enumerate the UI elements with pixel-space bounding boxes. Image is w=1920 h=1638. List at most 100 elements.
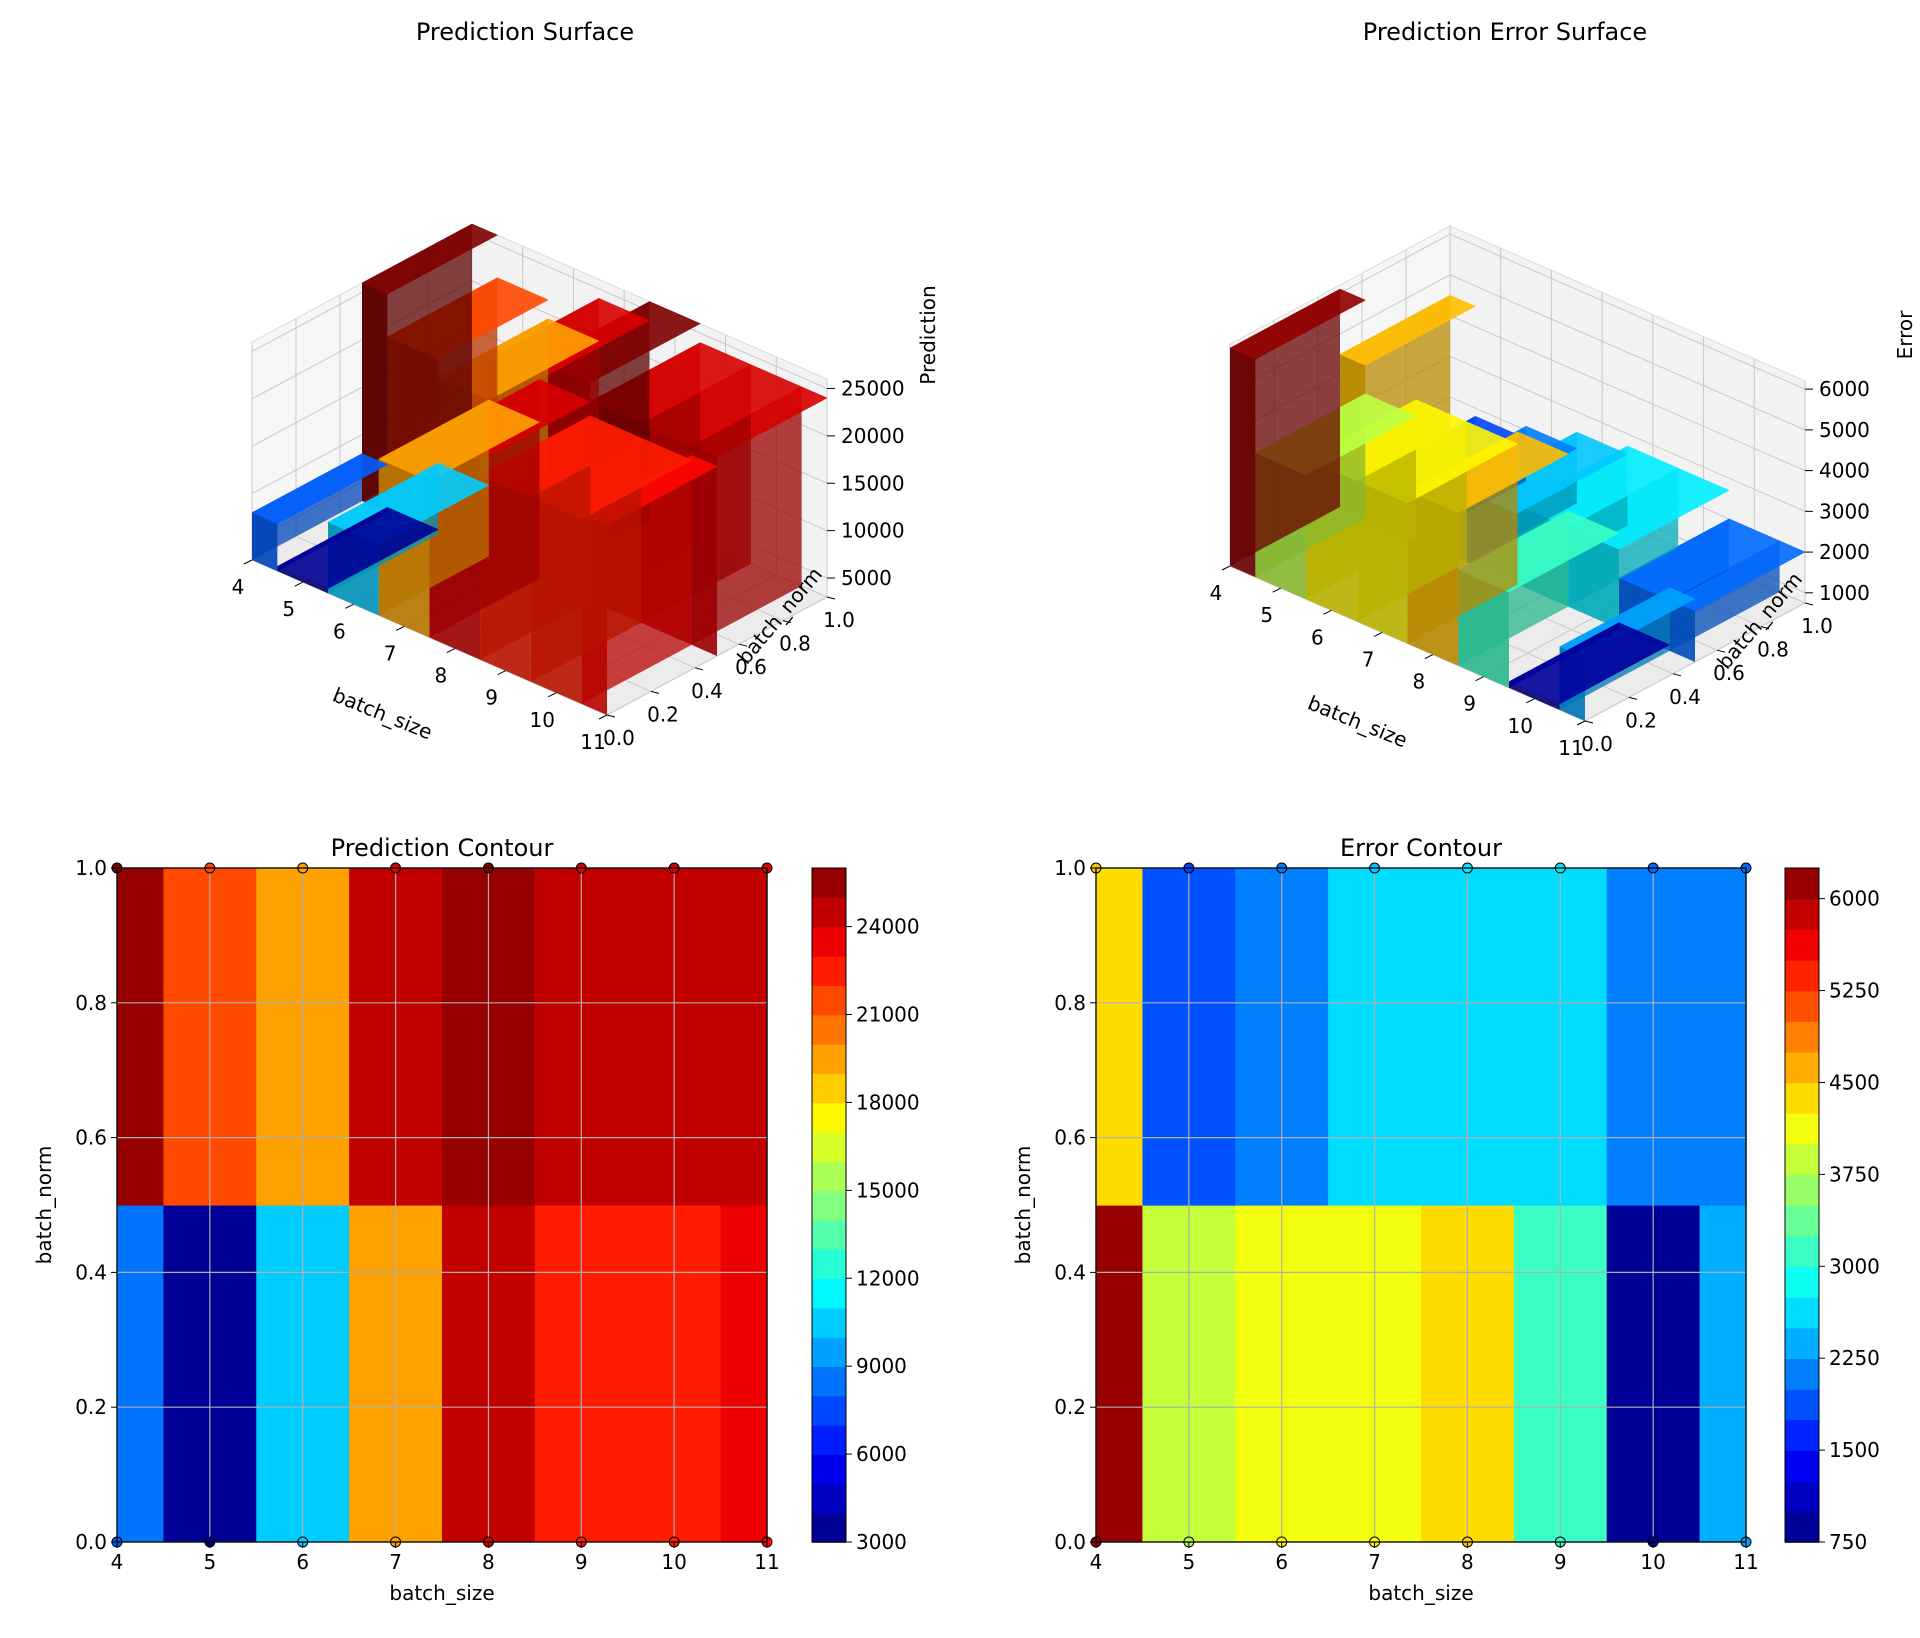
x-tick-label: 5 <box>1260 603 1273 627</box>
colorbar-band <box>812 1512 846 1543</box>
colorbar-band <box>1785 990 1819 1022</box>
surface-top <box>1508 622 1671 705</box>
colorbar-band <box>812 955 846 987</box>
colorbar-tick-label: 18000 <box>856 1090 920 1114</box>
x-tick-label: 11 <box>754 1550 779 1574</box>
x-tick-label: 9 <box>1463 692 1476 716</box>
colorbar-tick-label: 2250 <box>1829 1346 1880 1370</box>
y-tick <box>1672 673 1682 677</box>
colorbar-band <box>812 1336 846 1367</box>
x-tick-label: 5 <box>1182 1550 1195 1574</box>
colorbar-band <box>1785 1174 1819 1206</box>
y-tick <box>606 714 616 718</box>
colorbar-tick-label: 1500 <box>1829 1438 1880 1462</box>
colorbar-tick-label: 15000 <box>856 1178 920 1202</box>
y-tick-label: 0.2 <box>1625 708 1657 732</box>
colorbar-band <box>812 1073 846 1104</box>
y-tick-label: 0.8 <box>75 991 107 1015</box>
z-axis-label: Error <box>1893 310 1917 360</box>
x-tick <box>1323 609 1332 615</box>
x-tick-label: 9 <box>575 1550 588 1574</box>
z-tick-label: 6000 <box>1819 377 1870 401</box>
x-tick-label: 7 <box>1362 647 1375 671</box>
contour-cell-low <box>720 1205 768 1542</box>
x-tick <box>243 559 253 565</box>
x-tick <box>294 581 303 587</box>
colorbar-band <box>1785 959 1819 992</box>
x-tick <box>1576 720 1586 726</box>
chart-title: Prediction Contour <box>331 834 554 862</box>
y-tick-label: 0.8 <box>1757 638 1789 662</box>
x-tick <box>1272 587 1281 593</box>
surface-top <box>251 453 388 524</box>
colorbar-band <box>812 1278 846 1309</box>
surface-wall <box>1508 681 1560 710</box>
x-tick <box>1424 654 1434 660</box>
colorbar-band <box>1785 1296 1819 1329</box>
x-tick-label: 6 <box>1311 625 1324 649</box>
colorbar-band <box>1785 1205 1819 1237</box>
chart-title: Error Contour <box>1340 834 1502 862</box>
colorbar-band <box>1785 1143 1819 1176</box>
z-tick-label: 20000 <box>841 424 905 448</box>
x-axis-label: batch_size <box>329 683 436 745</box>
colorbar-band <box>812 1483 846 1514</box>
colorbar-band <box>1785 1327 1819 1359</box>
contour-cell-high <box>1699 868 1747 1206</box>
z-tick-label: 4000 <box>1819 459 1870 483</box>
y-tick-label: 0.8 <box>1054 991 1086 1015</box>
x-tick-label: 4 <box>1210 581 1223 605</box>
y-tick-label: 0.0 <box>1581 732 1613 756</box>
colorbar-tick-label: 6000 <box>1829 887 1880 911</box>
x-tick-label: 10 <box>530 708 555 732</box>
y-tick <box>782 620 792 624</box>
y-tick-label: 0.0 <box>603 726 635 750</box>
colorbar-band <box>1785 1450 1819 1482</box>
contour-panel: 4 5 6 7 8 9 10 11 0.0 0.2 0.4 0.6 0.8 1.0 Prediction C… <box>32 834 920 1605</box>
x-tick-label: 10 <box>1508 714 1533 738</box>
x-axis-label: batch_size <box>1304 691 1411 753</box>
x-tick-label: 8 <box>482 1550 495 1574</box>
colorbar-band <box>812 1102 846 1133</box>
colorbar-band <box>1785 868 1819 900</box>
x-tick <box>345 603 354 609</box>
x-tick-label: 4 <box>1090 1550 1103 1574</box>
y-tick <box>1584 720 1594 724</box>
z-axis-label: Prediction <box>916 285 940 384</box>
grid-line <box>1449 233 1806 390</box>
x-tick-label: 9 <box>485 686 498 710</box>
chart-title: Prediction Surface <box>416 18 634 46</box>
surface-wall <box>277 566 329 594</box>
grid-line <box>1449 274 1806 431</box>
colorbar-band <box>1785 1358 1819 1390</box>
colorbar-tick-label: 3000 <box>856 1530 907 1554</box>
x-tick-label: 7 <box>1368 1550 1381 1574</box>
plot-frame <box>116 867 768 1543</box>
x-tick <box>598 714 608 720</box>
chart-title: Prediction Error Surface <box>1363 18 1647 46</box>
contour-cell-low <box>117 1205 165 1542</box>
y-axis-label: batch_norm <box>32 1146 56 1265</box>
x-tick-label: 4 <box>232 575 245 599</box>
colorbar-band <box>1785 1082 1819 1114</box>
colorbar-band <box>1785 1113 1819 1145</box>
surface-side <box>1230 289 1340 566</box>
y-tick-label: 0.8 <box>779 632 811 656</box>
x-tick-label: 7 <box>384 641 397 665</box>
colorbar-frame <box>1784 867 1820 1543</box>
y-tick-label: 1.0 <box>823 608 855 632</box>
y-tick-label: 0.6 <box>735 655 767 679</box>
contour-cell-high <box>117 868 165 1206</box>
colorbar-tick-label: 4500 <box>1829 1070 1880 1094</box>
colorbar-band <box>812 1395 846 1426</box>
colorbar-band <box>1785 1511 1819 1543</box>
z-tick-label: 10000 <box>841 519 905 543</box>
surface-top <box>361 223 498 295</box>
colorbar-band <box>1785 1235 1819 1268</box>
x-tick <box>395 625 405 631</box>
x-tick-label: 6 <box>296 1550 309 1574</box>
z-tick-label: 5000 <box>841 566 892 590</box>
colorbar-tick-label: 12000 <box>856 1266 920 1290</box>
x-tick <box>1221 565 1231 571</box>
y-tick-label: 0.2 <box>1054 1395 1086 1419</box>
